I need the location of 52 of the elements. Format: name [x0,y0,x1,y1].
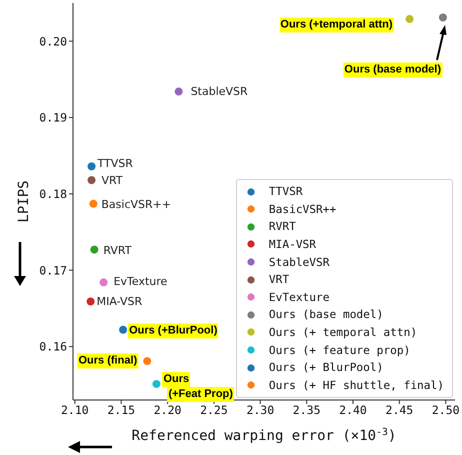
x-tick-label: 2.50 [432,403,460,418]
point [438,14,447,22]
point [143,357,152,366]
legend-label: TTVSR [268,185,303,198]
legend-label: VRT [268,273,290,286]
point [100,278,108,286]
x-tick-label: 2.20 [154,403,182,418]
annotation: Ours (+BlurPool) [128,323,218,338]
point [89,200,98,208]
x-tick-label: 2.35 [292,403,320,418]
annotation: MIA-VSR [96,294,142,308]
point [88,162,96,170]
legend-label: Ours (+ BlurPool) [268,361,384,374]
annotation: Ours (+Feat Prop) [162,372,234,402]
annotation: Ours (final) [78,354,138,369]
annotation: EvTexture [114,275,168,290]
legend-label: BasicVSR++ [268,202,336,216]
x-tick-label: 2.15 [107,403,136,418]
annotation: StableVSR [190,84,248,99]
y-tick-label: 0.20 [39,34,68,48]
y-tick-label: 0.16 [39,340,68,354]
annotation: RVRT [103,244,132,258]
annotation: Ours (+temporal attn) [279,18,394,33]
point [406,15,414,24]
y-tick-label: 0.17 [39,263,68,278]
y-tick-label: 0.19 [39,110,68,125]
point [119,326,128,334]
point [90,246,98,254]
x-tick-label: 2.30 [246,403,274,418]
legend-label: Ours (+ HF shuttle, final) [268,378,444,392]
annotation: Ours (base model) [343,62,442,78]
legend-label: RVRT [268,220,296,234]
point [88,176,96,184]
annotation: TTVSR [98,157,133,172]
x-tick-label: 2.40 [339,403,367,418]
legend-label: StableVSR [268,256,330,269]
annotation: VRT [102,174,123,188]
legend-label: Ours (+ temporal attn) [268,326,418,339]
legend-label: EvTexture [268,290,330,304]
point [174,88,183,96]
x-axis-title: Referenced warping error (×10$^{-3}$) [132,426,396,444]
point [86,298,95,306]
legend-label: MIA-VSR [268,238,316,251]
y-axis-title: LPIPS [16,180,32,223]
x-tick-label: 2.45 [386,403,414,418]
point [152,380,160,388]
legend-label: Ours (+ feature prop) [268,344,410,357]
x-tick-label: 2.10 [61,403,89,418]
annotation: BasicVSR++ [101,198,172,212]
y-tick-label: 0.18 [39,186,68,201]
x-tick-label: 2.25 [200,403,228,418]
legend-label: Ours (base model) [268,308,384,322]
